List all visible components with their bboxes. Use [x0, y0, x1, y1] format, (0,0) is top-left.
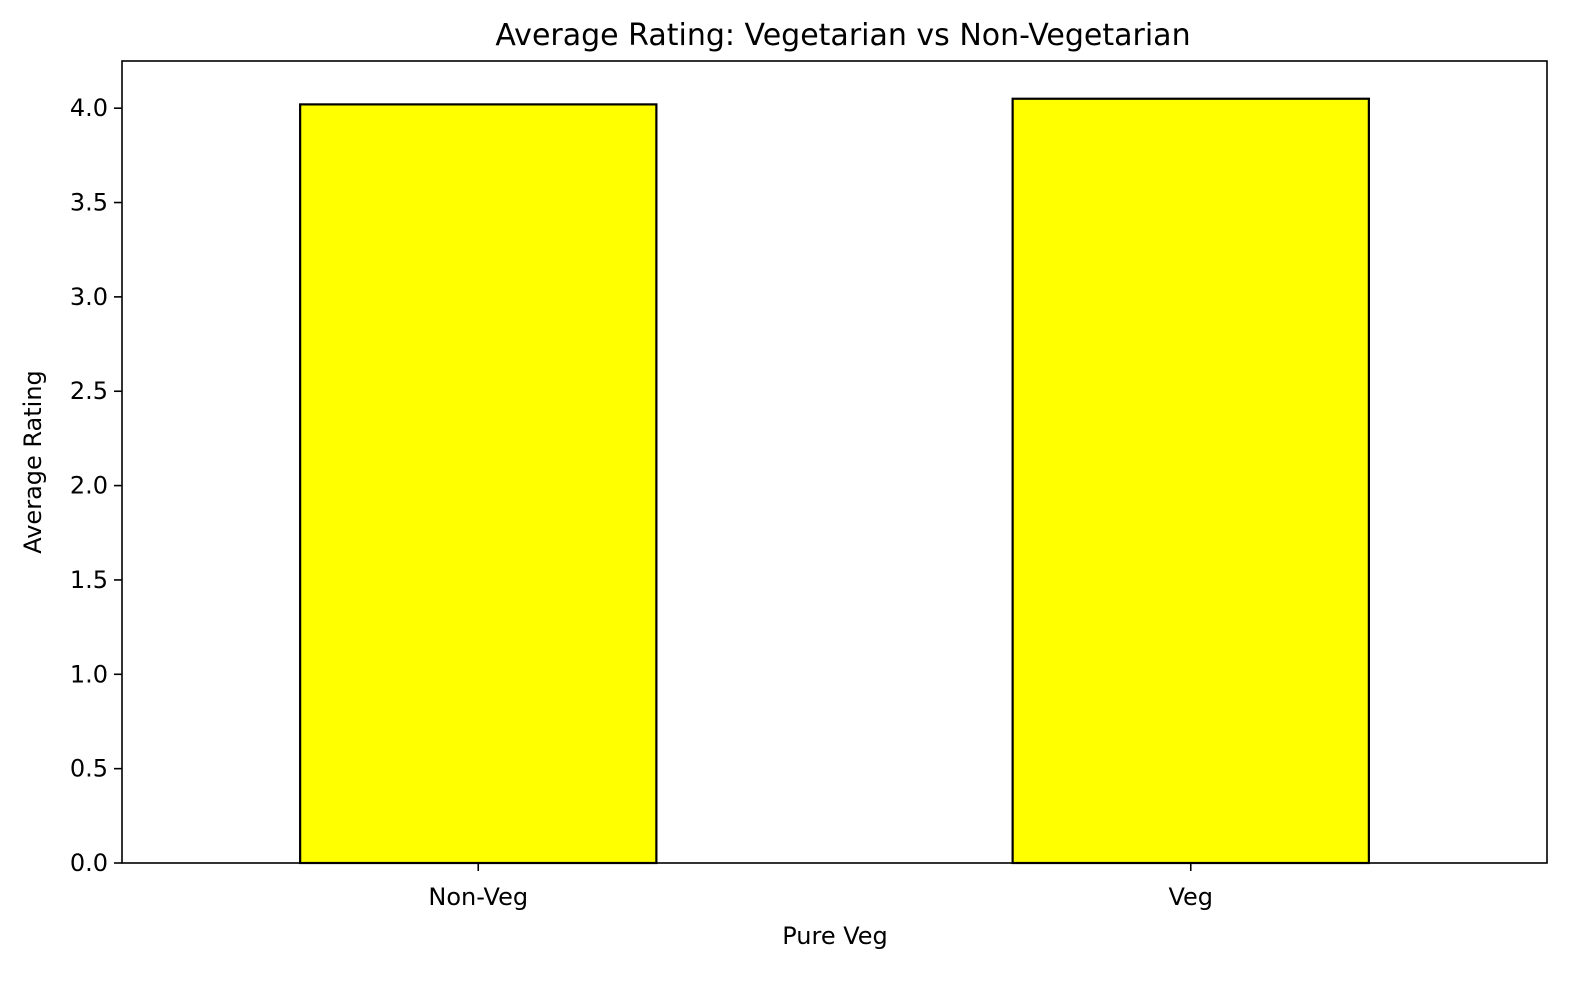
y-tick-label: 3.5: [70, 189, 108, 217]
y-tick-label: 2.0: [70, 472, 108, 500]
x-tick-label: Veg: [1168, 883, 1213, 911]
y-tick-label: 2.5: [70, 377, 108, 405]
x-axis: Non-Veg Veg: [428, 863, 1213, 911]
x-tick-label: Non-Veg: [428, 883, 528, 911]
y-tick-label: 1.5: [70, 566, 108, 594]
y-axis-title: Average Rating: [19, 370, 47, 554]
y-tick-label: 0.5: [70, 755, 108, 783]
chart-title: Average Rating: Vegetarian vs Non-Vegeta…: [495, 18, 1190, 53]
y-tick-label: 1.0: [70, 660, 108, 688]
bar-veg: [1011, 97, 1370, 865]
bar-non-veg: [299, 103, 658, 865]
plot-frame: [121, 60, 1548, 864]
x-axis-title: Pure Veg: [782, 922, 888, 950]
y-tick-label: 4.0: [70, 94, 108, 122]
y-axis: 0.0 0.5 1.0 1.5 2.0 2.5 3.0 3.5 4.0: [70, 94, 122, 877]
bars-layer: [299, 97, 1370, 865]
y-tick-label: 0.0: [70, 849, 108, 877]
y-tick-label: 3.0: [70, 283, 108, 311]
